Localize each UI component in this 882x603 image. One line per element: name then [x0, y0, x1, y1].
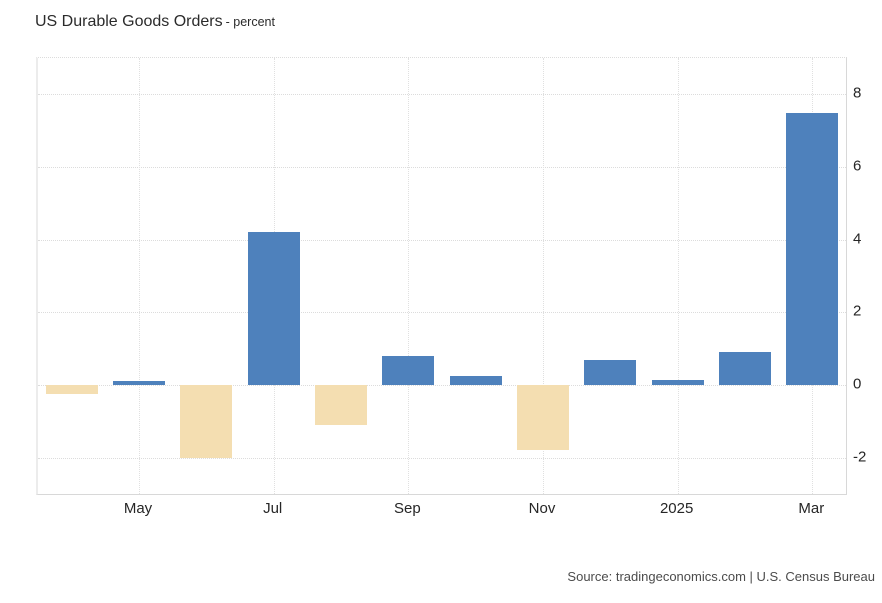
- x-tick-label-May: May: [123, 500, 153, 517]
- y-tick-label-4: 4: [853, 230, 862, 248]
- gridline-x-2025: [677, 58, 679, 494]
- y-tick-label-6: 6: [853, 157, 862, 175]
- x-tick-label-Sep: Sep: [393, 500, 421, 517]
- y-tick-label-2: 2: [853, 302, 862, 320]
- bar-may-2024[interactable]: [113, 381, 165, 385]
- bar-jun-2024[interactable]: [180, 385, 233, 458]
- x-tick-label-2025: 2025: [659, 500, 694, 517]
- source-note: Source: tradingeconomics.com | U.S. Cens…: [567, 569, 875, 584]
- bar-apr-2024[interactable]: [45, 385, 98, 395]
- chart-subtitle: - percent: [225, 15, 275, 29]
- y-tick-label-0: 0: [853, 375, 862, 393]
- gridline-y-2: [38, 312, 846, 314]
- bar-aug-2024[interactable]: [315, 385, 367, 425]
- gridline-x-May: [139, 58, 140, 494]
- gridline-y-0: [38, 385, 846, 386]
- x-tick-label-Nov: Nov: [528, 500, 556, 517]
- plot-area[interactable]: [36, 57, 847, 495]
- gridline-y--2: [38, 457, 846, 459]
- gridline-y-4: [38, 239, 846, 241]
- y-axis-labels: 8 6 4 2 0 -2: [853, 57, 881, 493]
- bar-jul-2024[interactable]: [247, 232, 300, 385]
- bars-layer: [38, 58, 846, 494]
- bar-sep-2024[interactable]: [382, 355, 435, 385]
- x-axis-labels: May Jul Sep Nov 2025 Mar: [37, 500, 845, 520]
- chart-title-text: US Durable Goods Orders: [35, 13, 223, 30]
- bar-nov-2024[interactable]: [517, 385, 569, 451]
- x-tick-label-Mar: Mar: [798, 500, 825, 517]
- gridline-x-Nov: [543, 58, 544, 494]
- x-tick-label-Jul: Jul: [263, 500, 283, 517]
- y-tick-label--2: -2: [853, 448, 867, 466]
- gridline-y-8: [38, 94, 846, 96]
- gridline-y-6: [38, 167, 846, 168]
- bar-dec-2024[interactable]: [584, 359, 637, 385]
- bar-oct-2024[interactable]: [449, 375, 502, 385]
- y-tick-label-8: 8: [853, 84, 862, 102]
- gridline-x-Sep: [408, 58, 410, 494]
- chart-title: US Durable Goods Orders - percent: [35, 13, 275, 31]
- bar-jan-2025[interactable]: [651, 379, 704, 385]
- bar-feb-2025[interactable]: [719, 352, 771, 385]
- bar-mar-2025[interactable]: [786, 112, 839, 385]
